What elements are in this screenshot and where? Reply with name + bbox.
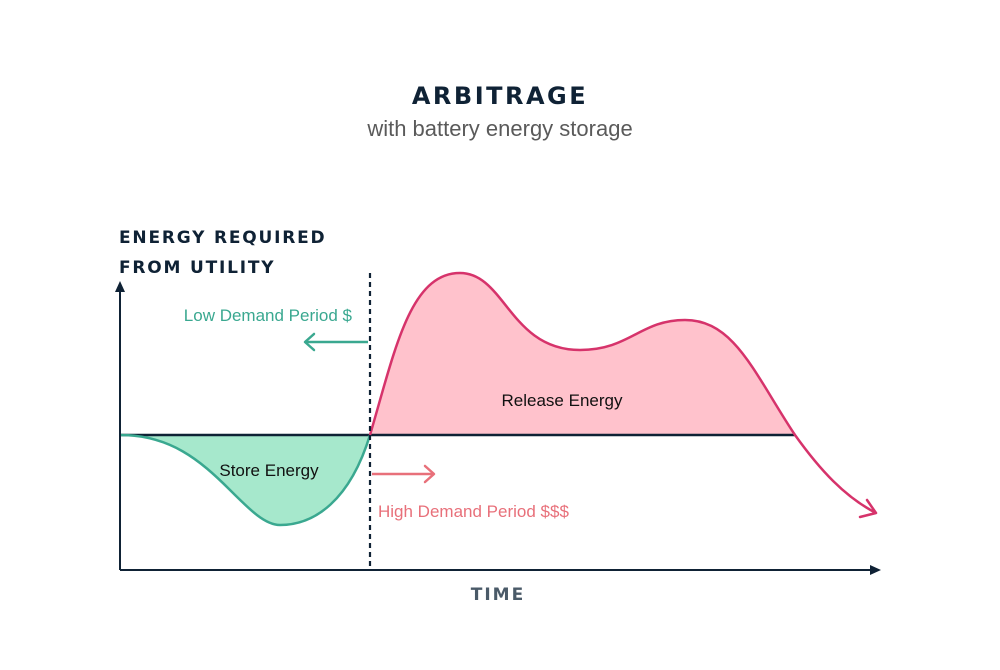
store-energy-curve	[119, 433, 372, 527]
y-axis-label-line2: FROM UTILITY	[119, 258, 275, 278]
y-axis-arrowhead	[115, 281, 125, 292]
curve-arrowhead	[858, 498, 878, 519]
high-demand-label: High Demand Period $$$	[378, 502, 569, 521]
low-demand-arrowhead	[303, 332, 316, 352]
release-energy-label: Release Energy	[502, 391, 623, 410]
high-demand-arrowhead	[423, 464, 436, 484]
release-energy-area	[370, 273, 795, 435]
diagram-title: ARBITRAGE	[412, 82, 588, 110]
y-axis-label-line1: ENERGY REQUIRED	[119, 228, 326, 248]
diagram-subtitle: with battery energy storage	[366, 116, 632, 141]
x-axis-arrowhead	[870, 565, 881, 575]
store-energy-area	[120, 435, 370, 525]
low-demand-label: Low Demand Period $	[184, 306, 353, 325]
x-axis-label: TIME	[471, 585, 525, 605]
store-energy-label: Store Energy	[219, 461, 319, 480]
release-energy-curve	[368, 271, 877, 515]
